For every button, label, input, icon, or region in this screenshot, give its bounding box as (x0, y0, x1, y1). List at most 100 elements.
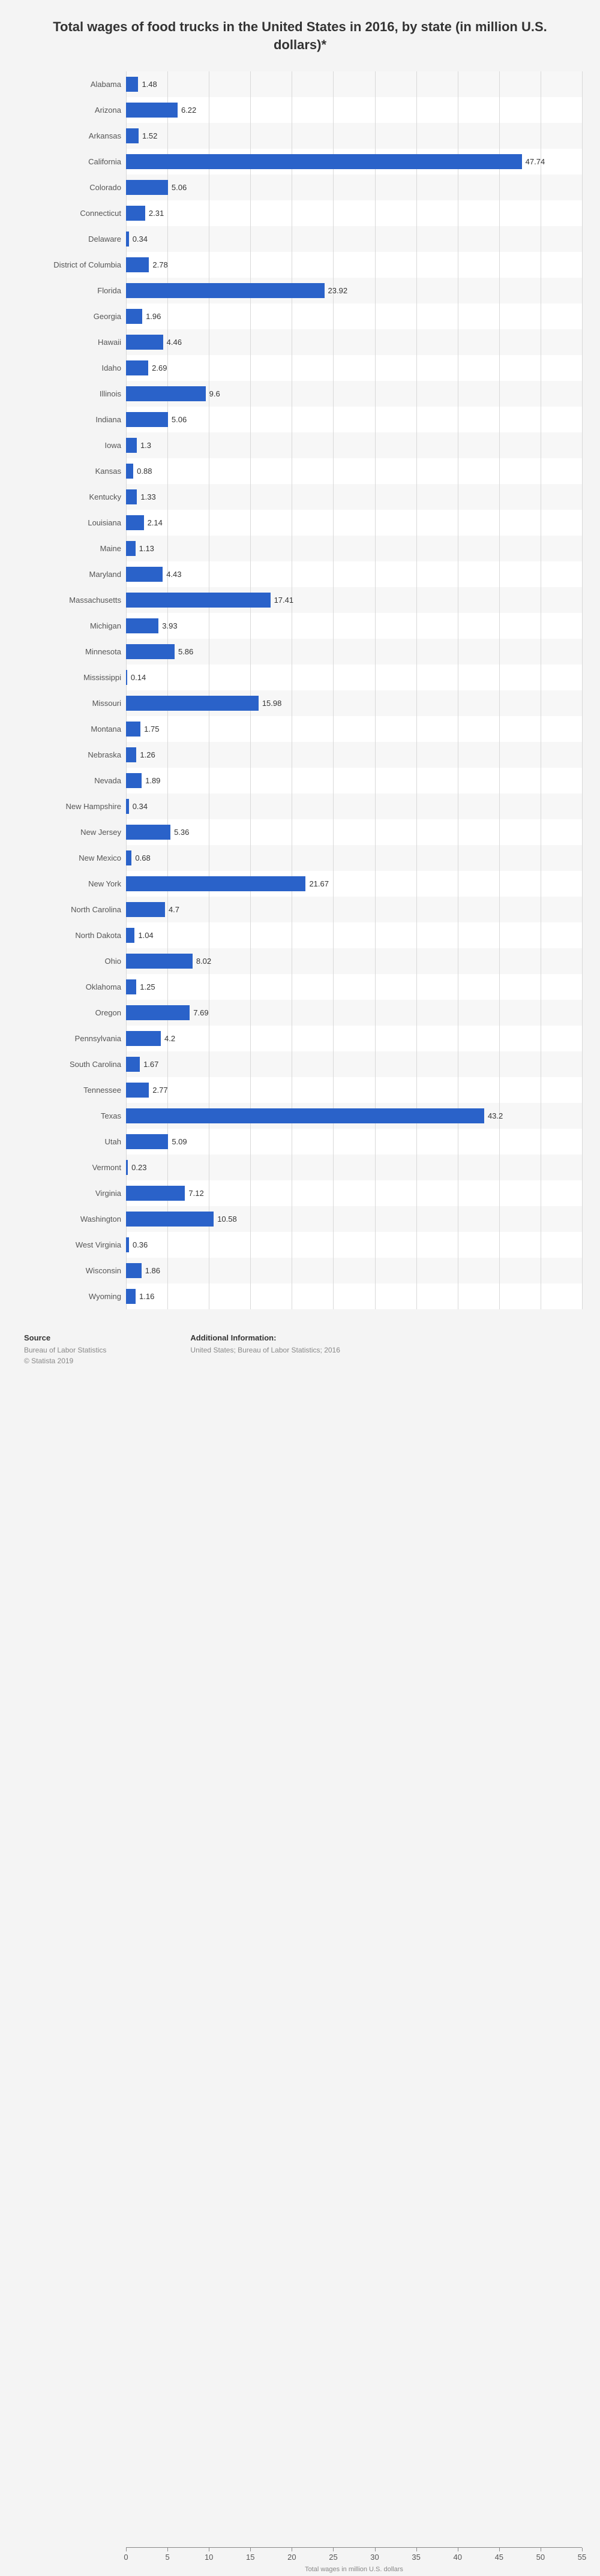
category-label: Massachusetts (15, 587, 126, 613)
bar (126, 1263, 142, 1278)
category-label: Wisconsin (15, 1258, 126, 1284)
value-label: 47.74 (522, 149, 545, 175)
chart-row: North Carolina4.7 (126, 897, 582, 922)
source-heading: Source (24, 1333, 106, 1342)
value-label: 0.36 (129, 1232, 148, 1258)
bar (126, 1083, 149, 1098)
source-text: Bureau of Labor Statistics (24, 1345, 106, 1355)
chart-row: Montana1.75 (126, 716, 582, 742)
category-label: Colorado (15, 175, 126, 200)
x-axis: Total wages in million U.S. dollars 0510… (126, 2547, 582, 2576)
value-label: 1.3 (137, 432, 151, 458)
value-label: 9.6 (206, 381, 220, 407)
value-label: 23.92 (325, 278, 348, 303)
bar (126, 1057, 140, 1072)
category-label: Iowa (15, 432, 126, 458)
value-label: 1.96 (142, 303, 161, 329)
bar (126, 618, 158, 633)
value-label: 4.7 (165, 897, 179, 922)
chart-footer: Source Bureau of Labor Statistics © Stat… (12, 1333, 588, 1366)
chart-row: Texas43.2 (126, 1103, 582, 1129)
category-label: Wyoming (15, 1284, 126, 1309)
chart-row: Wyoming1.16 (126, 1284, 582, 1309)
value-label: 2.14 (144, 510, 163, 536)
category-label: Kansas (15, 458, 126, 484)
value-label: 10.58 (214, 1206, 237, 1232)
chart-row: Washington10.58 (126, 1206, 582, 1232)
value-label: 4.2 (161, 1026, 175, 1051)
category-label: Vermont (15, 1155, 126, 1180)
chart-row: Louisiana2.14 (126, 510, 582, 536)
category-label: Arizona (15, 97, 126, 123)
category-label: West Virginia (15, 1232, 126, 1258)
category-label: Oklahoma (15, 974, 126, 1000)
value-label: 43.2 (484, 1103, 503, 1129)
category-label: California (15, 149, 126, 175)
bar (126, 928, 134, 943)
bar (126, 464, 133, 479)
chart-row: Virginia7.12 (126, 1180, 582, 1206)
category-label: Texas (15, 1103, 126, 1129)
value-label: 0.34 (129, 226, 148, 252)
category-label: Indiana (15, 407, 126, 432)
bar (126, 593, 271, 608)
chart-row: North Dakota1.04 (126, 922, 582, 948)
value-label: 1.25 (136, 974, 155, 1000)
category-label: Hawaii (15, 329, 126, 355)
chart-row: Nevada1.89 (126, 768, 582, 793)
chart-row: New Jersey5.36 (126, 819, 582, 845)
value-label: 6.22 (178, 97, 196, 123)
chart-row: Georgia1.96 (126, 303, 582, 329)
bar (126, 206, 145, 221)
category-label: North Dakota (15, 922, 126, 948)
category-label: Illinois (15, 381, 126, 407)
category-label: Georgia (15, 303, 126, 329)
x-tick-label: 40 (453, 2553, 461, 2562)
category-label: Nevada (15, 768, 126, 793)
bar (126, 567, 163, 582)
category-label: Montana (15, 716, 126, 742)
chart-row: Arkansas1.52 (126, 123, 582, 149)
chart-row: Oklahoma1.25 (126, 974, 582, 1000)
category-label: Washington (15, 1206, 126, 1232)
x-tick-label: 25 (329, 2553, 337, 2562)
bar (126, 1289, 136, 1304)
bar (126, 773, 142, 788)
bar (126, 541, 136, 556)
bar (126, 644, 175, 659)
additional-info-block: Additional Information: United States; B… (190, 1333, 340, 1366)
value-label: 4.46 (163, 329, 182, 355)
category-label: Ohio (15, 948, 126, 974)
category-label: New Hampshire (15, 793, 126, 819)
value-label: 2.69 (148, 355, 167, 381)
x-tick-label: 50 (536, 2553, 545, 2562)
value-label: 1.86 (142, 1258, 160, 1284)
chart-row: New Mexico0.68 (126, 845, 582, 871)
value-label: 2.78 (149, 252, 167, 278)
chart-row: Iowa1.3 (126, 432, 582, 458)
value-label: 2.31 (145, 200, 164, 226)
chart-row: West Virginia0.36 (126, 1232, 582, 1258)
x-axis-title: Total wages in million U.S. dollars (126, 2566, 582, 2573)
bar (126, 77, 138, 92)
category-label: Virginia (15, 1180, 126, 1206)
value-label: 3.93 (158, 613, 177, 639)
value-label: 0.34 (129, 793, 148, 819)
chart-row: Oregon7.69 (126, 1000, 582, 1026)
chart-row: Alabama1.48 (126, 71, 582, 97)
value-label: 1.75 (140, 716, 159, 742)
value-label: 1.16 (136, 1284, 154, 1309)
copyright-text: © Statista 2019 (24, 1355, 106, 1366)
x-tick-label: 30 (370, 2553, 379, 2562)
bar (126, 489, 137, 504)
value-label: 21.67 (305, 871, 329, 897)
category-label: Florida (15, 278, 126, 303)
value-label: 5.36 (170, 819, 189, 845)
chart-container: Total wages of food trucks in the United… (0, 0, 600, 1378)
category-label: Mississippi (15, 665, 126, 690)
bar (126, 1031, 161, 1046)
bar (126, 722, 140, 737)
value-label: 1.13 (136, 536, 154, 561)
chart-row: Maine1.13 (126, 536, 582, 561)
chart-row: New Hampshire0.34 (126, 793, 582, 819)
